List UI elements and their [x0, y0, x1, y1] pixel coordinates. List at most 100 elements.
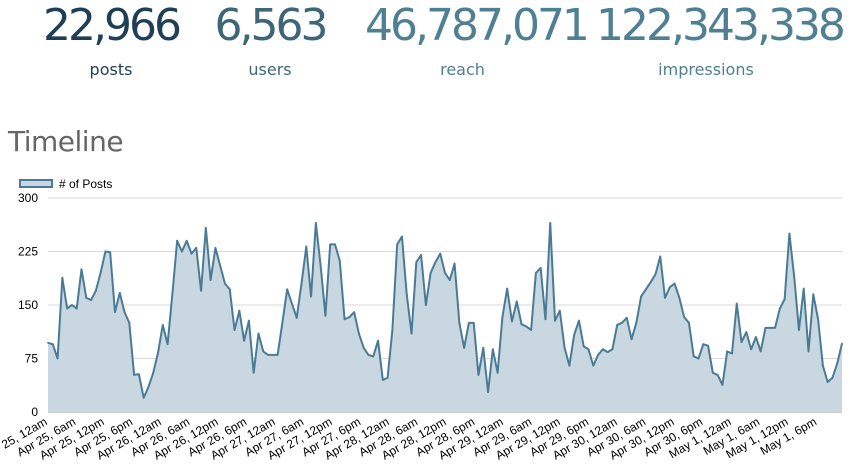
legend-swatch	[19, 179, 53, 188]
section-title: Timeline	[8, 125, 124, 158]
data-point	[640, 295, 643, 298]
data-point	[47, 341, 49, 344]
data-point	[525, 325, 528, 328]
data-point	[181, 250, 183, 253]
data-point	[654, 273, 657, 276]
data-point	[487, 391, 489, 393]
data-point	[831, 376, 834, 379]
data-point	[224, 282, 226, 285]
data-point	[262, 350, 265, 353]
data-point	[353, 311, 356, 314]
data-point	[759, 350, 762, 353]
data-point	[329, 243, 332, 246]
data-point	[716, 374, 719, 376]
data-point	[534, 272, 537, 274]
data-point	[477, 374, 480, 376]
data-point	[377, 339, 379, 342]
stats-bar: 22,966 posts 6,563 users 46,787,071 reac…	[0, 0, 850, 90]
data-point	[243, 339, 246, 342]
data-point	[348, 316, 351, 319]
stat-reach-label: reach	[440, 60, 485, 79]
data-point	[601, 348, 604, 351]
data-point	[142, 396, 145, 399]
data-point	[319, 264, 322, 267]
data-point	[506, 287, 509, 290]
data-point	[80, 268, 83, 271]
data-point	[109, 251, 112, 254]
data-point	[726, 350, 729, 353]
data-point	[271, 354, 274, 356]
data-point	[396, 243, 399, 246]
data-point	[750, 348, 753, 351]
data-point	[778, 307, 781, 310]
stat-users: 6,563 users	[210, 0, 330, 80]
data-point	[128, 321, 131, 324]
data-point	[51, 343, 54, 346]
data-point	[257, 332, 260, 335]
data-point	[649, 281, 652, 284]
data-point	[539, 267, 542, 269]
stat-impressions: 122,343,338 impressions	[596, 0, 846, 80]
stat-users-value: 6,563	[214, 0, 329, 51]
data-point	[774, 326, 776, 329]
data-point	[161, 324, 164, 326]
data-point	[324, 314, 327, 317]
data-point	[625, 316, 628, 319]
data-point	[606, 351, 609, 353]
data-point	[147, 386, 150, 388]
data-point	[281, 321, 284, 324]
legend: # of Posts	[19, 177, 112, 191]
data-point	[740, 341, 743, 343]
data-point	[343, 318, 346, 321]
data-point	[745, 331, 748, 334]
data-point	[358, 332, 360, 335]
data-point	[209, 279, 212, 281]
data-point	[702, 343, 705, 346]
data-point	[228, 288, 231, 291]
data-point	[204, 227, 207, 229]
stat-users-label: users	[248, 60, 292, 79]
data-point	[56, 357, 59, 360]
data-point	[300, 282, 303, 285]
data-point	[362, 346, 365, 349]
data-point	[544, 318, 547, 321]
data-point	[391, 329, 394, 331]
data-point	[386, 376, 389, 379]
data-point	[252, 371, 255, 374]
data-point	[338, 259, 341, 262]
data-point	[582, 345, 585, 348]
data-point	[372, 355, 375, 358]
legend-label: # of Posts	[59, 177, 112, 191]
data-point	[798, 329, 800, 331]
data-point	[664, 296, 666, 299]
data-point	[549, 222, 552, 224]
data-point	[367, 354, 370, 356]
data-point	[683, 316, 686, 319]
data-point	[783, 298, 786, 301]
stat-impressions-value: 122,343,338	[596, 0, 846, 51]
data-point	[472, 321, 475, 324]
y-tick-label: 0	[31, 405, 38, 419]
data-point	[621, 321, 623, 324]
data-point	[75, 307, 78, 310]
data-point	[568, 364, 571, 367]
data-point	[692, 355, 695, 358]
data-point	[286, 288, 289, 291]
data-point	[673, 282, 676, 285]
stat-posts: 22,966 posts	[36, 0, 186, 80]
stat-reach-value: 46,787,071	[365, 0, 590, 51]
data-point	[166, 343, 169, 346]
data-point	[764, 326, 767, 329]
data-point	[267, 354, 269, 356]
data-point	[176, 239, 179, 242]
data-point	[558, 309, 561, 312]
data-point	[587, 348, 590, 351]
data-point	[644, 288, 647, 291]
data-point	[707, 344, 709, 347]
data-point	[190, 252, 193, 255]
data-point	[688, 321, 690, 324]
data-point	[114, 311, 116, 314]
data-point	[463, 346, 466, 349]
stat-posts-value: 22,966	[43, 0, 182, 51]
